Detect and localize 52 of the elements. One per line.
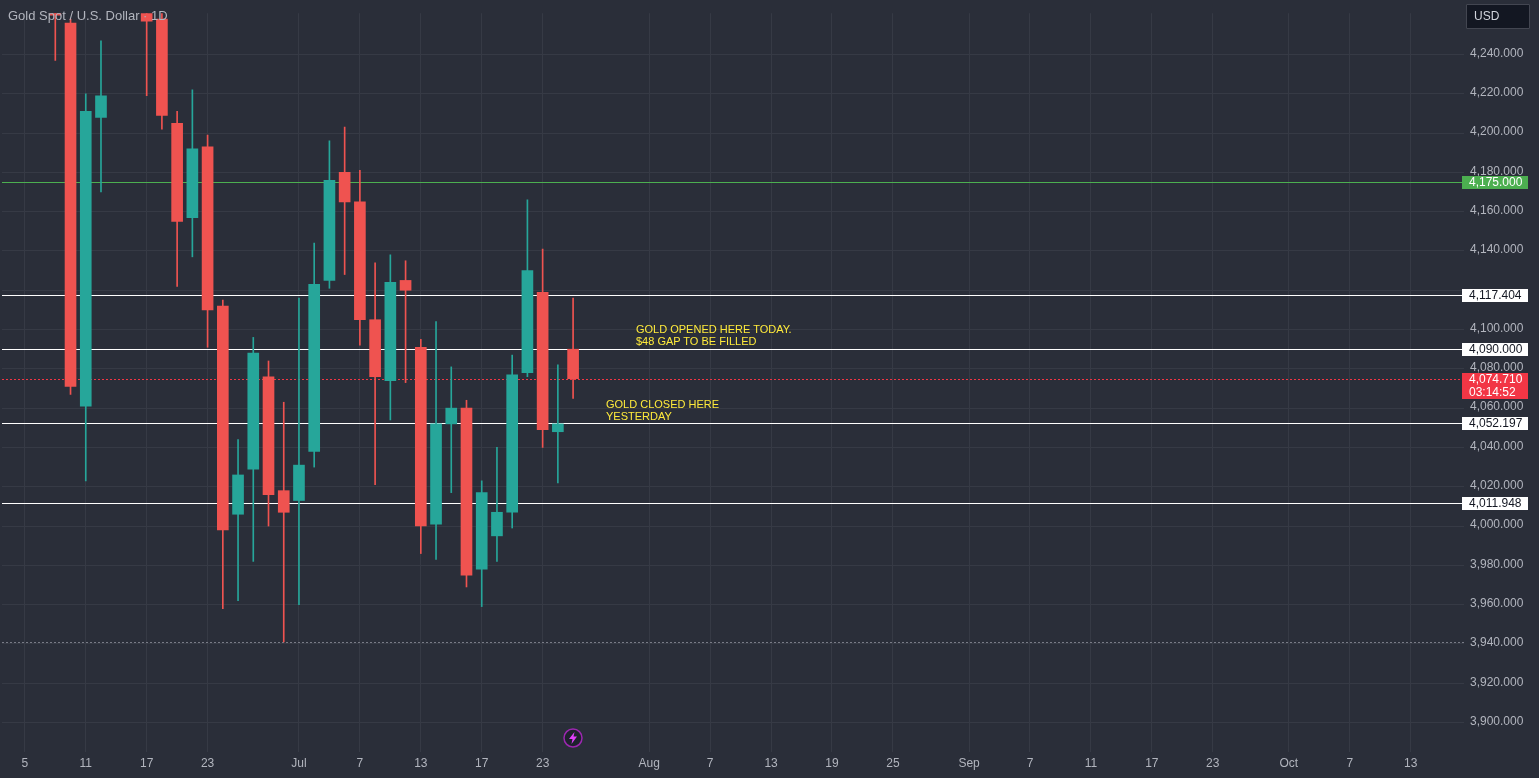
x-tick-label: 17 — [1145, 755, 1159, 770]
y-tick-label: 4,140.000 — [1470, 242, 1524, 257]
candlestick — [232, 439, 244, 602]
y-tick-label: 4,060.000 — [1470, 399, 1524, 414]
x-tick-label: 23 — [535, 755, 550, 770]
x-tick-label: 25 — [886, 755, 900, 770]
x-tick-label: 23 — [1206, 755, 1220, 770]
y-tick-label: 4,100.000 — [1470, 320, 1524, 335]
chart-title: Gold Spot / U.S. Dollar · 1D — [8, 7, 168, 23]
y-tick-label: 4,000.000 — [1470, 517, 1524, 532]
y-tick-label: 3,920.000 — [1470, 674, 1524, 689]
candlestick — [445, 366, 458, 493]
x-tick-label: 17 — [475, 755, 489, 770]
ref-line-label: 4,052.197 — [1469, 415, 1523, 430]
x-tick-label: 11 — [79, 755, 93, 770]
y-tick-label: 4,220.000 — [1470, 85, 1524, 100]
x-tick-label: Aug — [638, 755, 660, 770]
y-tick-label: 4,160.000 — [1470, 202, 1524, 217]
y-tick-label: 4,180.000 — [1470, 163, 1524, 178]
y-tick-label: 3,960.000 — [1470, 595, 1524, 610]
x-tick-label: 7 — [356, 755, 364, 770]
y-tick-label: 4,240.000 — [1470, 45, 1524, 60]
y-tick-label: 4,020.000 — [1470, 478, 1524, 493]
x-tick-label: 7 — [706, 755, 714, 770]
y-tick-label: 4,040.000 — [1470, 438, 1524, 453]
x-tick-label: 7 — [1346, 755, 1354, 770]
annotation: GOLD CLOSED HERE YESTERDAY — [606, 397, 720, 422]
ref-line-label: 4,117.404 — [1469, 287, 1522, 302]
x-tick-label: 13 — [414, 755, 428, 770]
candlestick — [552, 364, 564, 484]
x-tick-label: 7 — [1026, 755, 1034, 770]
ref-line-label: 4,090.000 — [1469, 341, 1523, 356]
candlestick — [491, 447, 503, 562]
x-tick-label: 23 — [200, 755, 215, 770]
y-axis-title: USD — [1474, 9, 1500, 24]
y-tick-label: 3,980.000 — [1470, 556, 1524, 571]
y-tick-label: 4,200.000 — [1470, 124, 1524, 139]
x-tick-label: Sep — [958, 755, 981, 770]
x-tick-label: 11 — [1084, 755, 1098, 770]
ref-line-label: 4,011.948 — [1469, 495, 1522, 510]
x-tick-label: 17 — [140, 755, 154, 770]
x-tick-label: 13 — [764, 755, 779, 770]
x-tick-label: 13 — [1404, 755, 1418, 770]
annotation: GOLD OPENED HERE TODAY. $48 GAP TO BE FILLED — [636, 323, 792, 348]
y-tick-label: 3,940.000 — [1470, 635, 1524, 650]
x-tick-label: 5 — [21, 755, 29, 770]
x-tick-label: 19 — [825, 755, 839, 770]
x-tick-label: Oct — [1279, 755, 1299, 770]
candlestick — [277, 401, 290, 643]
candlestick — [95, 40, 107, 193]
y-tick-label: 3,900.000 — [1470, 713, 1524, 728]
x-tick-label: Jul — [291, 755, 307, 770]
